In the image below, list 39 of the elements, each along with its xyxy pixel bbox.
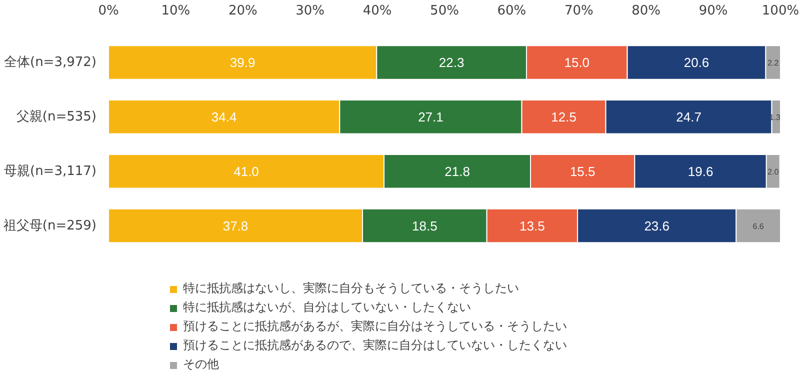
legend-label: 特に抵抗感はないし、実際に自分もそうしている・そうしたい bbox=[183, 280, 519, 297]
y-tick-label: 祖父母(n=259) bbox=[3, 218, 97, 234]
data-label: 41.0 bbox=[234, 164, 259, 179]
data-label: 23.6 bbox=[644, 218, 670, 234]
data-label: 39.9 bbox=[230, 54, 256, 70]
x-tick-label: 90% bbox=[698, 4, 728, 18]
data-label: 6.6 bbox=[752, 222, 764, 231]
data-label: 20.6 bbox=[684, 54, 710, 70]
data-label: 15.0 bbox=[564, 54, 590, 70]
data-label: 12.5 bbox=[551, 109, 576, 124]
data-label: 21.8 bbox=[444, 164, 470, 179]
data-label: 2.0 bbox=[768, 167, 780, 176]
data-label: 22.3 bbox=[438, 54, 464, 70]
x-tick-label: 40% bbox=[362, 4, 392, 18]
x-tick-label: 10% bbox=[161, 4, 190, 18]
data-label: 19.6 bbox=[688, 164, 714, 179]
data-label: 27.1 bbox=[418, 109, 444, 124]
data-label: 24.7 bbox=[676, 109, 702, 124]
x-tick-label: 50% bbox=[430, 4, 459, 18]
y-tick-label: 全体(n=3,972) bbox=[4, 54, 97, 70]
data-label: 18.5 bbox=[412, 218, 438, 234]
x-tick-label: 30% bbox=[296, 4, 325, 18]
legend-label: その他 bbox=[183, 356, 219, 373]
x-tick-label: 20% bbox=[228, 4, 258, 18]
x-tick-label: 60% bbox=[497, 4, 526, 18]
x-tick-label: 70% bbox=[564, 4, 594, 18]
data-label: 13.5 bbox=[520, 218, 545, 234]
x-tick-label: 100% bbox=[762, 4, 800, 18]
data-label: 15.5 bbox=[570, 164, 596, 179]
legend-label: 特に抵抗感はないが、自分はしていない・したくない bbox=[183, 299, 471, 316]
x-tick-label: 0% bbox=[98, 4, 119, 18]
legend-label: 預けることに抵抗感があるので、実際に自分はしていない・したくない bbox=[183, 337, 567, 354]
y-tick-label: 父親(n=535) bbox=[16, 109, 97, 124]
legend-label: 預けることに抵抗感があるが、実際に自分はそうしている・そうしたい bbox=[183, 318, 567, 335]
y-tick-label: 母親(n=3,117) bbox=[4, 164, 97, 179]
data-label: 2.2 bbox=[768, 58, 780, 68]
data-label: 34.4 bbox=[211, 109, 237, 124]
x-tick-label: 80% bbox=[632, 4, 661, 18]
data-label: 37.8 bbox=[222, 218, 248, 234]
